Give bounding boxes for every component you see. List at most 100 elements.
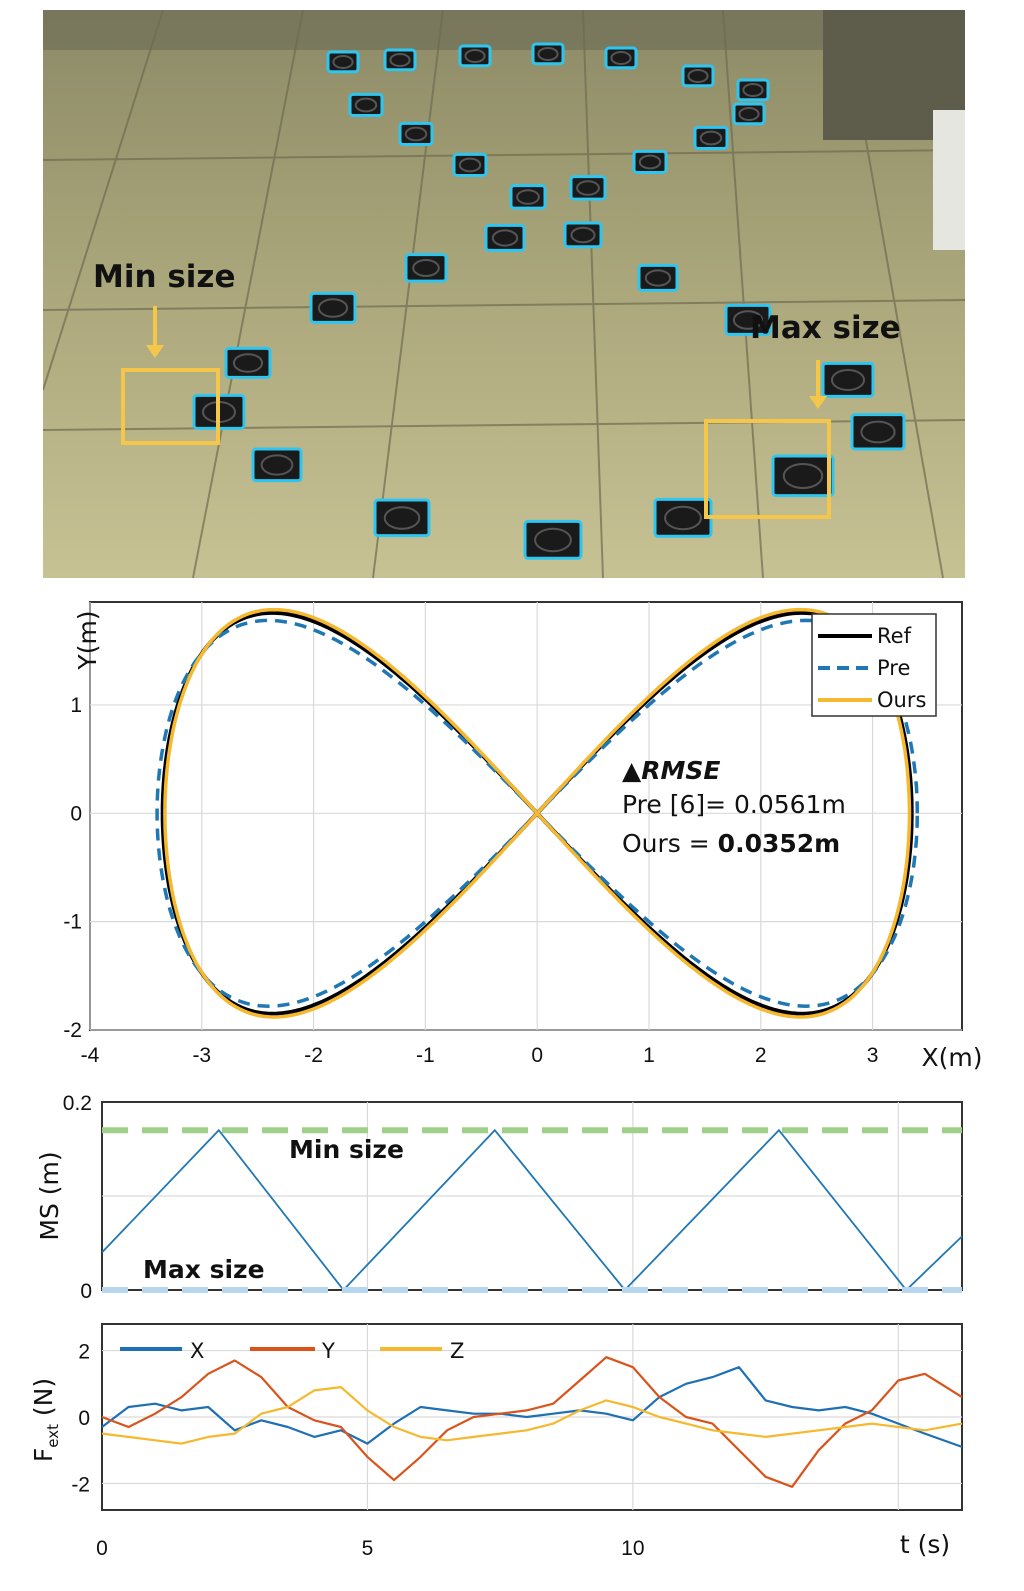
- drone-rotor: [699, 130, 723, 146]
- rmse-annotation: ▲RMSE Pre [6]= 0.0561m Ours = 0.0352m: [622, 756, 846, 858]
- drone-rotor: [860, 420, 896, 444]
- drone: [821, 361, 875, 398]
- drone: [523, 519, 583, 560]
- drone-body: [771, 454, 835, 498]
- y-tick-label: -2: [71, 1473, 90, 1496]
- drone-body: [821, 361, 875, 398]
- drone-rotor: [687, 69, 709, 83]
- drone-body: [850, 413, 906, 451]
- ms-series-line: [101, 1128, 963, 1292]
- drone: [653, 497, 713, 538]
- x-tick-label: -2: [304, 1044, 323, 1067]
- force-series-y: [101, 1356, 963, 1488]
- drone: [458, 44, 492, 68]
- drone-rotor: [576, 180, 600, 196]
- drone-swarm: [192, 42, 906, 560]
- drone-body: [224, 346, 272, 379]
- x-tick-label: -1: [416, 1044, 435, 1067]
- legend-label-z: Z: [450, 1339, 464, 1363]
- drone-body: [563, 221, 603, 249]
- ms-series: [101, 1127, 963, 1293]
- x-tick-label: -4: [81, 1044, 100, 1067]
- series-line-pre: [155, 618, 920, 1008]
- force-y-label-unit: (N): [29, 1378, 58, 1424]
- drone-body: [309, 291, 357, 324]
- drone: [348, 92, 384, 117]
- legend-label-y: Y: [321, 1339, 335, 1363]
- drone: [637, 263, 679, 292]
- formation-photo: Min size Max size: [43, 10, 965, 578]
- trajectory-legend: Ref Pre Ours: [811, 613, 937, 717]
- force-chart: 0 5 10 -2 0 2 Fext (N) t (s) X Y Z: [29, 1323, 963, 1560]
- force-series: [101, 1356, 963, 1488]
- y-tick-label: 2: [78, 1341, 90, 1364]
- series-line-ours: [163, 607, 912, 1019]
- drone: [681, 64, 715, 88]
- drone-rotor: [610, 51, 632, 65]
- drone-rotor: [404, 126, 428, 142]
- drone: [850, 413, 906, 451]
- max-size-marker: Max size: [704, 310, 901, 519]
- drone-body: [523, 519, 583, 560]
- drone-rotor: [317, 298, 349, 318]
- drone-rotor: [537, 47, 559, 61]
- drone: [693, 125, 729, 150]
- max-size-label: Max size: [750, 310, 901, 346]
- x-tick-label: 2: [755, 1044, 767, 1067]
- rmse-ours: Ours = 0.0352m: [622, 829, 840, 858]
- y-tick-label: 0: [78, 1407, 90, 1430]
- drone: [604, 46, 638, 70]
- y-tick-label: 0: [70, 802, 82, 825]
- drone-rotor: [464, 49, 486, 63]
- drone: [398, 121, 434, 146]
- drone-rotor: [491, 229, 519, 247]
- drone: [404, 253, 448, 283]
- drone: [563, 221, 603, 249]
- min-size-label: Min size: [93, 259, 235, 295]
- legend-label-x: X: [190, 1339, 204, 1363]
- rmse-heading: ▲RMSE: [622, 756, 720, 785]
- rmse-ours-prefix: Ours =: [622, 829, 718, 858]
- drone-rotor: [742, 83, 764, 97]
- drone: [383, 48, 417, 72]
- drone-rotor: [732, 310, 764, 330]
- x-tick-label: 1: [643, 1044, 655, 1067]
- drone: [732, 102, 766, 126]
- drone: [569, 175, 607, 201]
- force-legend: X Y Z: [120, 1339, 464, 1363]
- drone: [326, 50, 360, 74]
- drone-body: [653, 497, 713, 538]
- drone-rotor: [458, 157, 482, 173]
- x-tick-label: 3: [867, 1044, 879, 1067]
- x-tick-label: 5: [362, 1537, 374, 1560]
- drone: [531, 42, 565, 66]
- force-y-label-sub: ext: [44, 1424, 62, 1448]
- force-series-z: [101, 1386, 963, 1445]
- drone-rotor: [232, 353, 264, 373]
- trajectory-ticks: -4 -3 -2 -1 0 1 2 3 -2 -1 0 1: [63, 694, 878, 1067]
- rmse-pre: Pre [6]= 0.0561m: [622, 790, 846, 819]
- x-tick-label: 0: [531, 1044, 543, 1067]
- x-tick-label: 0: [96, 1537, 108, 1560]
- drone-rotor: [516, 189, 540, 205]
- drone: [224, 346, 272, 379]
- drone-body: [404, 253, 448, 283]
- drone-rotor: [638, 154, 662, 170]
- ms-y-label: MS (m): [35, 1151, 64, 1240]
- drone: [373, 498, 431, 538]
- drone-rotor: [782, 463, 824, 489]
- drone-rotor: [412, 259, 440, 277]
- drone: [509, 184, 547, 210]
- min-size-arrowhead: [146, 345, 164, 358]
- legend-label-ours: Ours: [877, 688, 926, 712]
- drone-body: [724, 303, 772, 336]
- drone-rotor: [644, 269, 672, 287]
- drone: [251, 447, 303, 483]
- ms-min-size-label: Min size: [289, 1135, 404, 1164]
- drone-rotor: [354, 97, 378, 113]
- drone-rotor: [332, 55, 354, 69]
- max-size-arrowhead: [809, 396, 827, 409]
- y-tick-label: 1: [70, 694, 82, 717]
- drone: [484, 223, 526, 252]
- drone-rotor: [260, 454, 294, 476]
